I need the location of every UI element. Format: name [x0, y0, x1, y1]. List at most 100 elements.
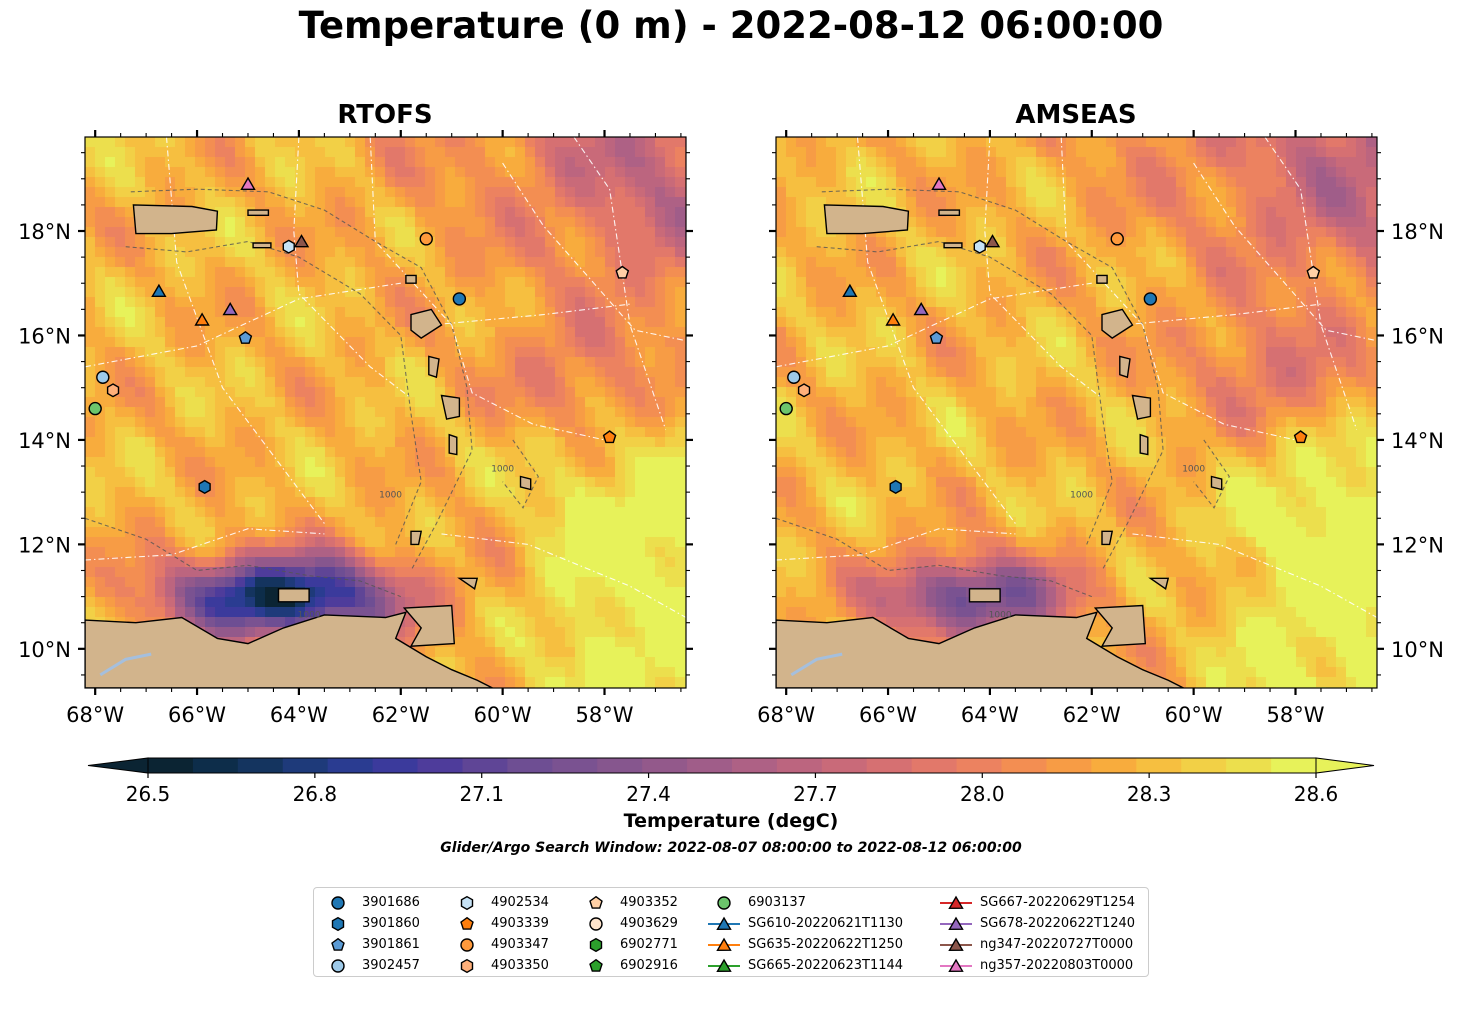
- legend-item: SG678-20220622T1240: [938, 913, 1135, 934]
- legend-marker-hexagon-icon: [331, 916, 345, 931]
- land-puertoRico: [132, 204, 219, 235]
- marker-3901860: [198, 479, 211, 495]
- land: [730, 204, 1223, 688]
- legend-item: 6902771: [578, 934, 678, 955]
- legend-label: 4902534: [491, 895, 549, 910]
- legend-marker: [589, 895, 603, 909]
- bathymetry-contours: [776, 188, 1230, 598]
- legend-marker-pentagon-icon: [331, 937, 345, 951]
- legend-marker-hexagon-icon: [589, 937, 603, 952]
- legend-marker: [331, 895, 345, 910]
- temperature-field: 1000 1000 1000: [85, 137, 686, 688]
- y-tick-label: 14°N: [18, 429, 71, 453]
- y-tick-label: 10°N: [1391, 638, 1444, 662]
- x-tick-label: 68°W: [66, 703, 124, 727]
- marker-3901861: [929, 330, 944, 344]
- land-dominica: [428, 355, 440, 379]
- marker-4903350: [106, 383, 120, 398]
- legend-label: 6902916: [620, 958, 678, 973]
- legend-label: 4903350: [491, 958, 549, 973]
- land-stlucia: [1139, 433, 1149, 456]
- x-tick-label: 62°W: [372, 703, 430, 727]
- land-southAmerica: [85, 611, 493, 688]
- colorbar-label: Temperature (degC): [623, 810, 839, 832]
- legend-marker-hexagon-icon: [460, 958, 474, 973]
- legend-label: 4903347: [491, 937, 549, 952]
- x-tick-label: 62°W: [1063, 703, 1121, 727]
- temperature-field: 1000 1000 1000: [730, 137, 1377, 688]
- colorbar-bin: [866, 758, 913, 773]
- colorbar-bin: [1136, 758, 1182, 773]
- x-tick-label: 66°W: [859, 703, 917, 727]
- legend-item: ng347-20220727T0000: [938, 934, 1135, 955]
- observation-markers: [88, 176, 630, 495]
- colorbar-bin: [776, 758, 823, 773]
- colorbar-bin: [462, 758, 508, 773]
- y-tick-label: 14°N: [1391, 429, 1444, 453]
- legend-marker-pentagon-icon: [589, 958, 603, 972]
- colorbar-bin: [552, 758, 598, 773]
- marker-3901686: [452, 292, 467, 306]
- legend-marker: [716, 937, 732, 951]
- land-stlucia: [448, 433, 458, 456]
- land-antigua: [405, 274, 417, 284]
- y-tick-label: 18°N: [18, 220, 71, 244]
- contour-label: 1000: [379, 490, 402, 500]
- legend-marker: [948, 937, 964, 951]
- land-trinidad: [402, 604, 456, 647]
- colorbar-bin: [148, 758, 194, 773]
- y-tick-label: 10°N: [18, 638, 71, 662]
- legend-marker-circle-icon: [717, 895, 731, 910]
- legend: 3901686 3901860 3901861 3902457 4902534 4903…: [313, 887, 1149, 977]
- colorbar-tick-label: 27.1: [459, 782, 504, 806]
- colorbar-tick-label: 27.4: [626, 782, 671, 806]
- legend-label: 4903339: [491, 916, 549, 931]
- colorbar-bin: [1091, 758, 1137, 773]
- legend-item: SG635-20220622T1250: [706, 934, 903, 955]
- legend-item: SG667-20220629T1254: [938, 892, 1135, 913]
- land-curacao: [730, 524, 745, 542]
- legend-label: SG665-20220623T1144: [748, 958, 904, 973]
- colorbar-bin: [821, 758, 868, 773]
- legend-marker-circle-icon: [460, 937, 474, 952]
- axis-ticks: [769, 130, 1384, 695]
- legend-item: 6902916: [578, 955, 678, 976]
- colorbar-tick-label: 28.6: [1294, 782, 1339, 806]
- colorbar-bin: [282, 758, 329, 773]
- legend-marker: [948, 958, 964, 972]
- legend-label: 4903352: [620, 895, 678, 910]
- marker-ng347-20220727T0000: [984, 234, 1001, 248]
- x-tick-label: 58°W: [1267, 703, 1325, 727]
- marker-6903137: [88, 401, 102, 416]
- colorbar-bin: [507, 758, 553, 773]
- marker-SG610-20220621T1130: [842, 283, 858, 297]
- legend-label: 6903137: [748, 895, 806, 910]
- legend-marker: [948, 916, 964, 930]
- legend-marker-triangle-icon: [940, 916, 972, 930]
- land-dominica: [1119, 355, 1131, 379]
- legend-marker-triangle-icon: [940, 958, 972, 972]
- legend-marker-triangle-icon: [708, 937, 740, 951]
- legend-marker-triangle-icon: [940, 937, 972, 951]
- legend-item: 3901860: [320, 913, 420, 934]
- colorbar-tick-label: 27.7: [793, 782, 838, 806]
- figure-title: Temperature (0 m) - 2022-08-12 06:00:00: [298, 4, 1164, 47]
- x-tick-label: 64°W: [961, 703, 1019, 727]
- marker-3902457: [787, 370, 801, 384]
- legend-item: 3901686: [320, 892, 420, 913]
- legend-marker: [717, 895, 731, 910]
- colorbar-tick-label: 26.8: [293, 782, 338, 806]
- marker-4902534: [282, 239, 295, 254]
- panel-title-amseas: AMSEAS: [1015, 100, 1137, 130]
- colorbar-extend-low: [87, 757, 149, 774]
- colorbar-bin: [1001, 758, 1047, 773]
- legend-item: 3902457: [320, 955, 420, 976]
- land-virginIslands: [247, 209, 270, 217]
- legend-label: SG667-20220629T1254: [980, 895, 1136, 910]
- colorbar-bin: [237, 758, 284, 773]
- marker-4903347: [419, 232, 433, 246]
- axes-frame: [775, 136, 1378, 689]
- x-tick-label: 60°W: [1165, 703, 1223, 727]
- land-grenada: [410, 530, 423, 546]
- y-tick-label: 16°N: [18, 324, 71, 348]
